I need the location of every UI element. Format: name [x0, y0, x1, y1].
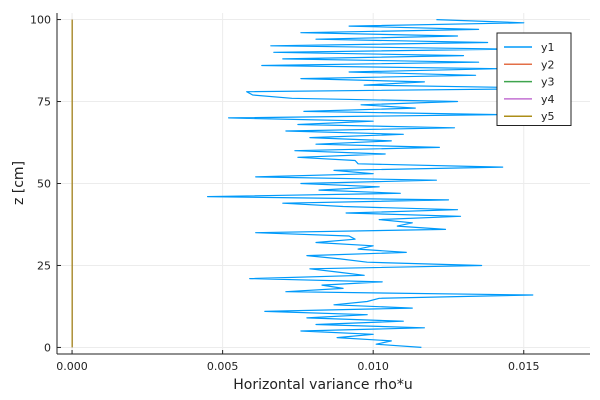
legend-label-y4: y4 — [541, 93, 555, 106]
series-line-y1 — [207, 19, 570, 348]
x-tick-label: 0.010 — [357, 360, 389, 373]
legend-label-y5: y5 — [541, 110, 555, 123]
legend-label-y3: y3 — [541, 76, 555, 89]
legend-box — [496, 32, 572, 126]
series-layer — [71, 19, 570, 348]
legend-label-y2: y2 — [541, 58, 555, 71]
legend: y1 y2 y3 y4 y5 — [496, 32, 572, 126]
x-tick-label: 0.005 — [207, 360, 239, 373]
y-tick-label: 0 — [44, 341, 51, 354]
y-tick-label: 50 — [37, 178, 51, 191]
legend-label-y1: y1 — [541, 41, 555, 54]
grid — [57, 13, 590, 354]
y-tick-label: 100 — [30, 14, 51, 27]
y-tick-label: 25 — [37, 259, 51, 272]
y-tick-label: 75 — [37, 96, 51, 109]
x-tick-label: 0.000 — [56, 360, 88, 373]
x-axis-label: Horizontal variance rho*u — [233, 377, 412, 393]
x-tick-label: 0.015 — [508, 360, 540, 373]
y-axis-label: z [cm] — [11, 161, 27, 205]
tick-labels: 0.000 0.005 0.010 0.015 0 25 50 75 100 — [30, 14, 540, 373]
